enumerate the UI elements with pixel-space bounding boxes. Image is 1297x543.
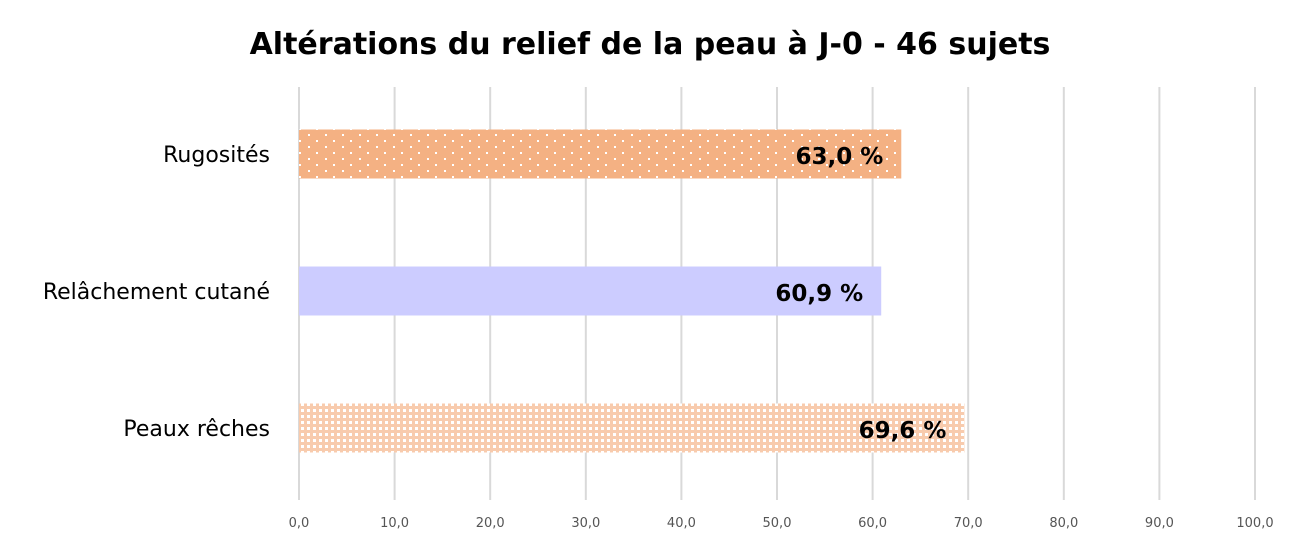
x-tick-label: 20,0 [476,516,505,531]
x-tick-label: 60,0 [858,516,887,531]
data-label: 60,9 % [775,281,863,307]
x-tick-label: 0,0 [289,516,310,531]
data-label: 69,6 % [859,418,947,444]
chart-title: Altérations du relief de la peau à J-0 -… [250,27,1051,62]
category-label: Peaux rêches [123,417,270,442]
bar [299,129,902,179]
data-label: 63,0 % [795,144,883,170]
x-tick-label: 80,0 [1049,516,1078,531]
x-tick-label: 100,0 [1236,516,1273,531]
category-label: Rugosités [163,143,270,168]
bar [299,266,882,316]
x-tick-label: 70,0 [954,516,983,531]
x-tick-label: 30,0 [571,516,600,531]
x-tick-label: 10,0 [380,516,409,531]
bar [299,403,965,453]
x-tick-label: 50,0 [763,516,792,531]
x-tick-label: 40,0 [667,516,696,531]
x-tick-label: 90,0 [1145,516,1174,531]
category-label: Relâchement cutané [43,280,270,305]
